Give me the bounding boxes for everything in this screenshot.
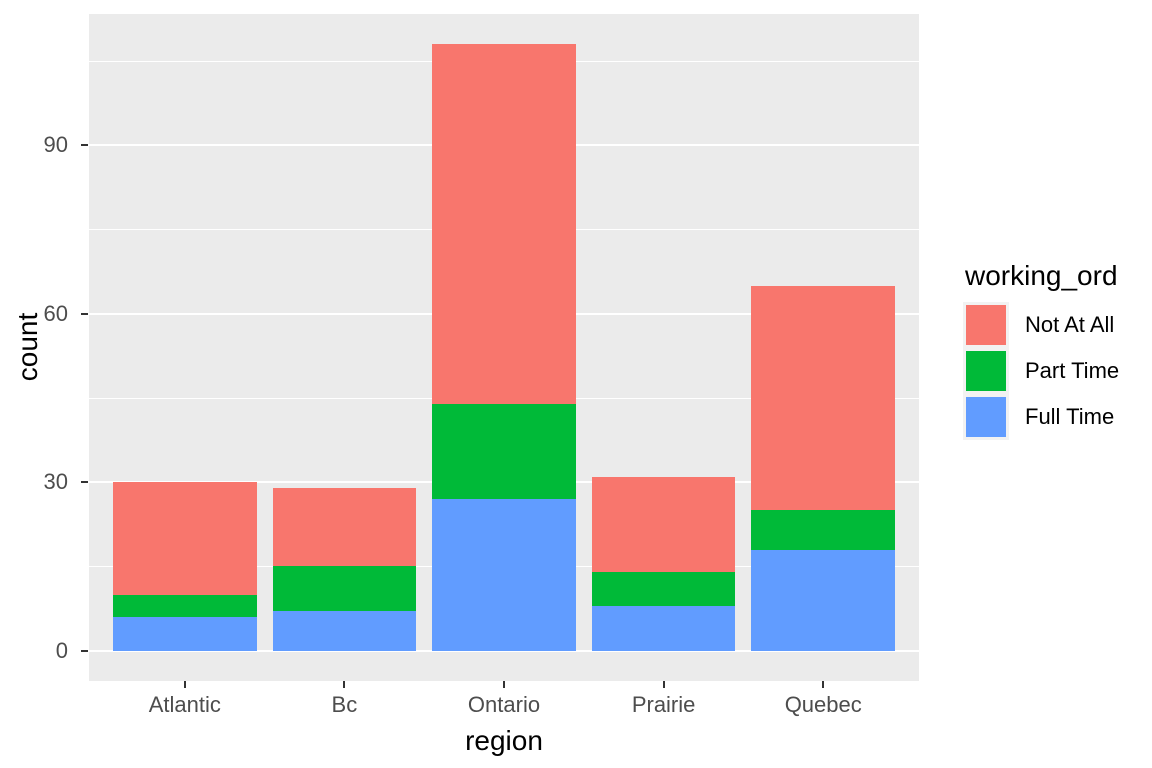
legend-label: Part Time [1025,358,1120,383]
y-axis-title: count [12,312,43,382]
bar-segment [112,594,257,617]
y-tick [81,144,88,147]
x-tick-label: Bc [331,692,358,717]
bar-segment [272,611,417,651]
x-axis-title: region [465,725,543,756]
legend-swatch [966,305,1006,345]
legend: working_ord Not At All Part Time Full Time [963,260,1120,440]
bar-segment [751,510,896,550]
x-tick [183,681,186,688]
legend-key [963,348,1009,394]
bar-segment [751,549,896,651]
x-tick-label: Quebec [784,692,862,717]
bar-segment [591,605,736,651]
y-tick-label: 0 [55,637,68,663]
bar-segment [112,616,257,651]
y-tick [81,481,88,484]
x-tick-label: Ontario [467,692,541,717]
legend-key [963,302,1009,348]
bar-segment [751,285,896,511]
legend-label: Not At All [1025,312,1115,337]
bar-segment [112,482,257,595]
legend-entry: Full Time [963,394,1118,440]
legend-entry: Part Time [963,348,1120,394]
y-tick-label: 60 [43,300,68,326]
bar-segment [432,44,576,404]
x-tick [822,681,825,688]
plot-panel [89,14,919,681]
legend-entries: Not At All Part Time Full Time [963,302,1120,440]
legend-swatch [966,397,1006,437]
legend-key [963,394,1009,440]
y-tick [81,649,88,652]
bar-segment [272,487,417,567]
bar-segment [591,572,736,606]
bar-segment [272,566,417,612]
bar-segment [432,499,576,651]
gridline-major [89,649,919,652]
legend-swatch [966,351,1006,391]
legend-entry: Not At All [963,302,1118,348]
x-tick [662,681,665,688]
x-tick-label: Prairie [631,692,696,717]
x-tick [343,681,346,688]
legend-label: Full Time [1025,404,1115,429]
y-tick-label: 90 [43,132,68,158]
y-tick-label: 30 [43,469,68,495]
bar-segment [432,403,576,500]
bar-segment [591,476,736,573]
legend-title: working_ord [965,260,1118,291]
y-tick [81,312,88,315]
x-tick [503,681,505,688]
x-tick-label: Atlantic [148,692,221,717]
